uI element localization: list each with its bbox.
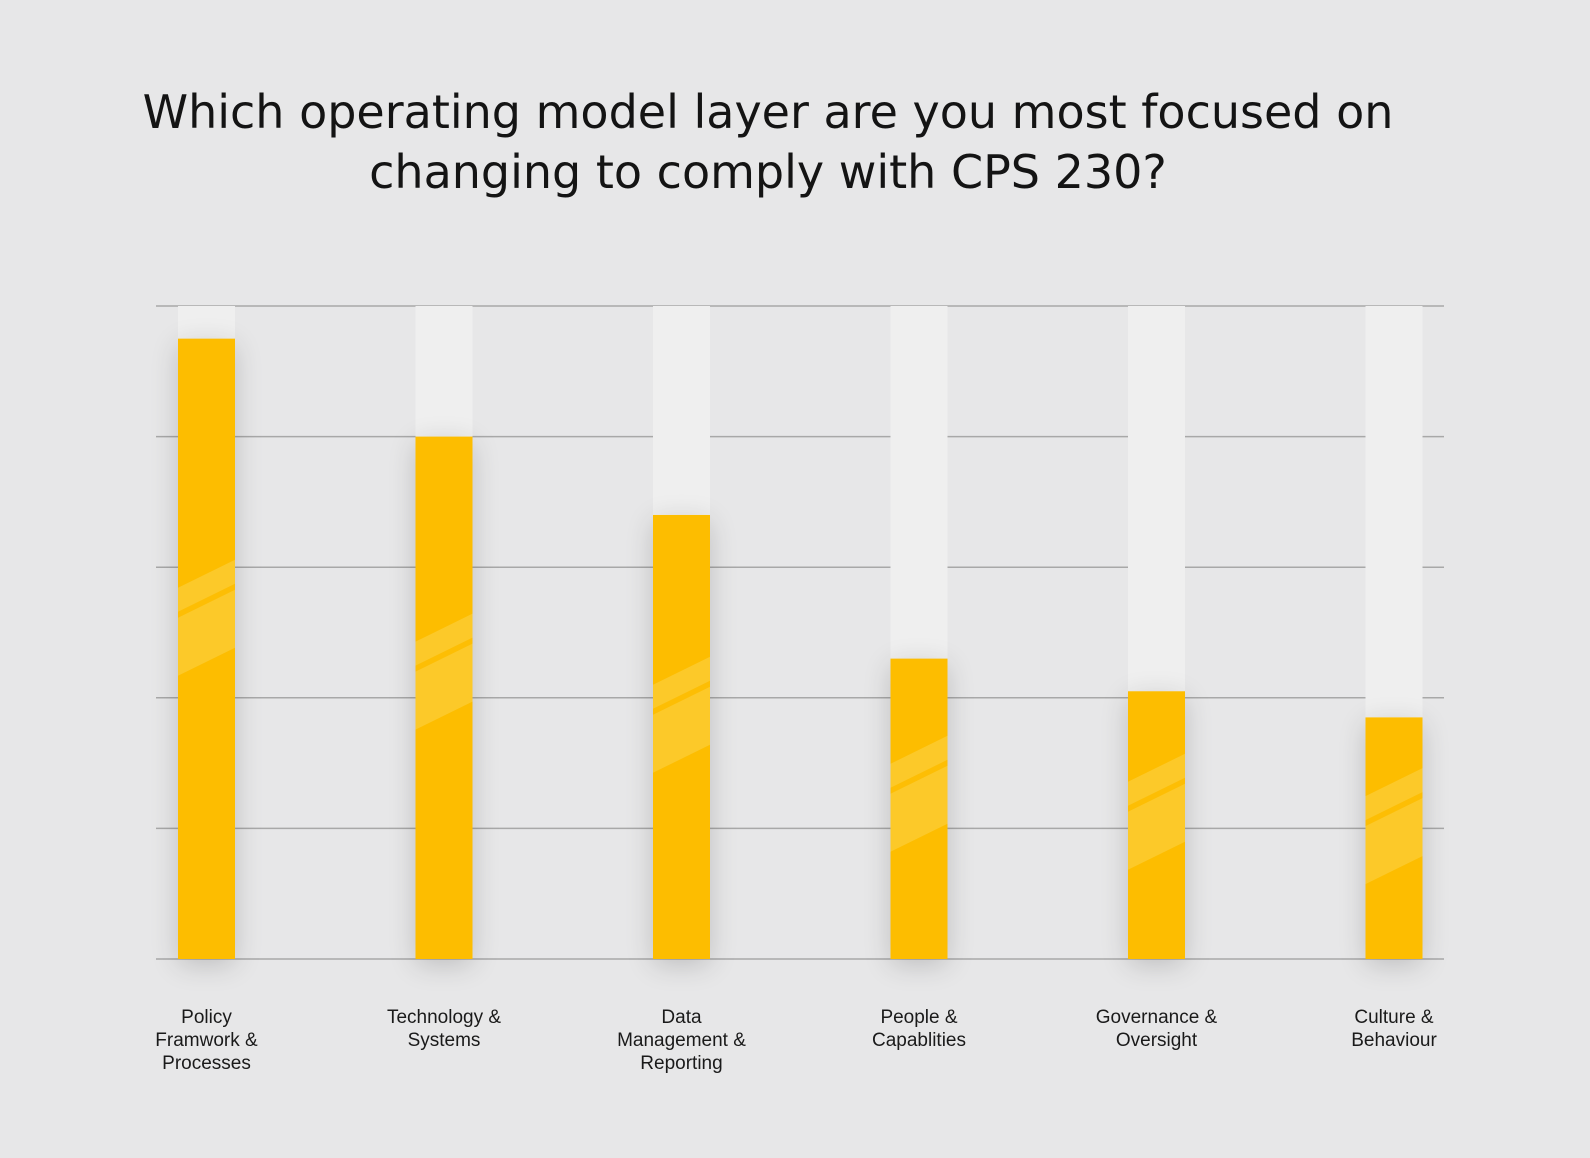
bar-stripe-3: [890, 735, 948, 852]
category-labels: Policy Framwork & Processes Technology & Sys…: [155, 1007, 1437, 1074]
category-label-3-line-0: People &: [880, 1007, 957, 1028]
category-label-0-line-2: Processes: [162, 1053, 251, 1074]
category-label-5-line-1: Behaviour: [1351, 1030, 1437, 1051]
category-label-0-line-0: Policy: [181, 1007, 232, 1028]
bar-stripe-4: [1128, 753, 1185, 870]
category-label-5: Culture & Behaviour: [1351, 1007, 1437, 1051]
category-label-3-line-1: Capablities: [872, 1030, 966, 1051]
bar-group-4: [1128, 306, 1185, 959]
bar-group-1: [415, 306, 473, 960]
category-label-2-line-2: Reporting: [640, 1053, 722, 1074]
category-label-0: Policy Framwork & Processes: [155, 1007, 258, 1074]
category-label-0-line-1: Framwork &: [155, 1030, 258, 1051]
bar-group-5: [1365, 306, 1423, 959]
bar-stripe-5: [1365, 768, 1423, 885]
category-label-2-line-0: Data: [661, 1007, 702, 1028]
category-label-3: People & Capablities: [872, 1007, 966, 1051]
chart-title-line-1: Which operating model layer are you most…: [142, 85, 1394, 139]
bar-stripe-0: [178, 559, 235, 676]
bar-group-2: [653, 306, 710, 959]
bar-stripe-2: [653, 656, 710, 773]
category-label-1-line-0: Technology &: [387, 1007, 501, 1028]
chart-title: Which operating model layer are you most…: [0, 82, 1536, 202]
bar-stripe-1: [415, 613, 473, 730]
category-label-4: Governance & Oversight: [1096, 1007, 1218, 1051]
category-label-1: Technology & Systems: [387, 1007, 501, 1051]
category-label-2-line-1: Management &: [617, 1030, 746, 1051]
category-label-5-line-0: Culture &: [1354, 1007, 1434, 1028]
gridlines: [156, 305, 1444, 960]
chart-title-line-2: changing to comply with CPS 230?: [369, 145, 1167, 199]
category-label-4-line-0: Governance &: [1096, 1007, 1218, 1028]
bar-group-0: [178, 306, 235, 959]
bar-group-3: [890, 306, 948, 959]
category-label-4-line-1: Oversight: [1116, 1030, 1198, 1051]
bars: [178, 306, 1423, 960]
category-label-2: Data Management & Reporting: [617, 1007, 746, 1074]
category-label-1-line-1: Systems: [408, 1030, 481, 1051]
